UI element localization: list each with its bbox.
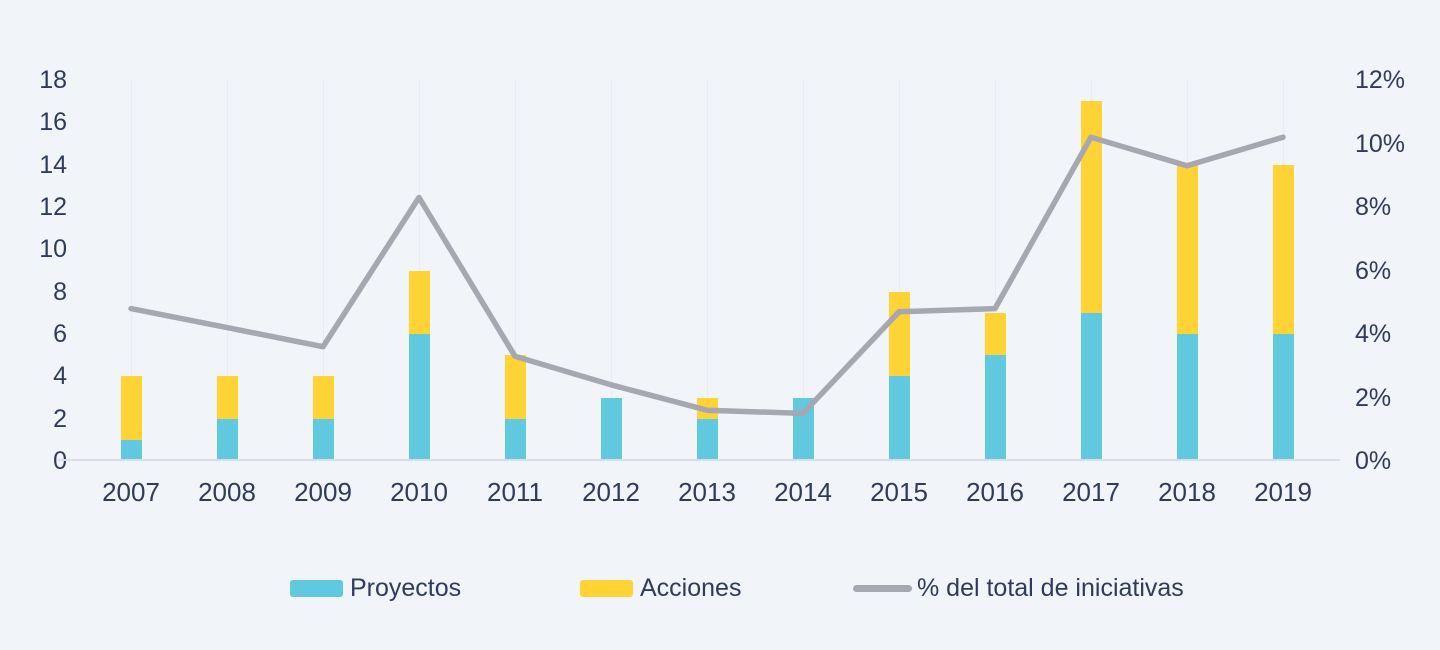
left-axis-tick-16: 16 — [39, 108, 67, 137]
x-axis-line — [58, 459, 1340, 461]
legend-label-proyectos: Proyectos — [350, 573, 462, 602]
left-axis-tick-8: 8 — [53, 277, 67, 306]
bar-proyectos-2013 — [696, 418, 718, 461]
x-axis-label-2016: 2016 — [966, 477, 1024, 507]
bar-acciones-2016 — [984, 312, 1006, 356]
bar-proyectos-2016 — [984, 355, 1006, 461]
category-gridline — [514, 80, 516, 461]
category-gridline — [994, 80, 996, 461]
right-axis-tick-8%: 8% — [1355, 193, 1392, 221]
left-axis-tick-0: 0 — [53, 447, 67, 475]
category-gridline — [322, 80, 324, 461]
bar-acciones-2008 — [216, 376, 238, 419]
left-axis-tick-6: 6 — [53, 320, 67, 348]
x-axis-label-2017: 2017 — [1062, 477, 1120, 507]
right-axis-tick-2%: 2% — [1355, 383, 1392, 412]
left-axis-tick-2: 2 — [53, 404, 67, 433]
bar-acciones-2011 — [504, 355, 526, 419]
bar-acciones-2009 — [312, 376, 334, 419]
bar-proyectos-2010 — [408, 334, 430, 461]
left-axis-tick-4: 4 — [53, 362, 67, 391]
bar-proyectos-2015 — [888, 376, 910, 461]
bar-acciones-2017 — [1080, 101, 1102, 313]
right-axis-tick-0%: 0% — [1355, 447, 1392, 475]
x-axis-label-2013: 2013 — [678, 477, 736, 507]
legend-label-acciones: Acciones — [640, 573, 742, 602]
bar-proyectos-2012 — [600, 397, 622, 461]
legend-item-pct-iniciativas[interactable]: % del total de iniciativas — [853, 570, 1184, 606]
x-axis-label-2014: 2014 — [774, 477, 832, 507]
proyectos-swatch — [290, 579, 343, 597]
category-gridline — [898, 80, 900, 461]
category-gridline — [226, 80, 228, 461]
left-axis-tick-10: 10 — [39, 235, 67, 264]
x-axis-label-2019: 2019 — [1254, 477, 1312, 507]
bar-proyectos-2007 — [120, 439, 142, 461]
bar-proyectos-2017 — [1080, 312, 1102, 461]
x-axis-label-2008: 2008 — [198, 477, 256, 507]
x-axis-label-2009: 2009 — [294, 477, 352, 507]
bar-acciones-2018 — [1176, 164, 1198, 334]
x-axis-label-2018: 2018 — [1158, 477, 1216, 507]
right-axis-tick-12%: 12% — [1355, 66, 1406, 94]
x-axis-label-2010: 2010 — [390, 477, 448, 507]
bar-acciones-2010 — [408, 270, 430, 334]
left-axis-tick-12: 12 — [39, 193, 67, 221]
category-gridline — [130, 80, 132, 461]
bar-acciones-2019 — [1272, 164, 1294, 334]
x-axis-label-2011: 2011 — [487, 477, 543, 507]
x-axis-label-2012: 2012 — [582, 477, 640, 507]
bar-proyectos-2009 — [312, 418, 334, 461]
legend-item-acciones[interactable]: Acciones — [580, 570, 741, 606]
x-axis-label-2015: 2015 — [870, 477, 928, 507]
category-gridline — [706, 80, 708, 461]
trend-line-swatch — [853, 584, 912, 592]
bar-proyectos-2008 — [216, 418, 238, 461]
bar-proyectos-2011 — [504, 418, 526, 461]
bar-proyectos-2018 — [1176, 334, 1198, 461]
legend-item-proyectos[interactable]: Proyectos — [290, 570, 461, 606]
legend-label-pct-iniciativas: % del total de iniciativas — [917, 573, 1184, 602]
category-gridline — [610, 80, 612, 461]
category-gridline — [802, 80, 804, 461]
x-axis-label-2007: 2007 — [102, 477, 160, 507]
left-axis-tick-18: 18 — [39, 66, 67, 94]
right-axis-tick-4%: 4% — [1355, 320, 1392, 348]
right-axis-tick-6%: 6% — [1355, 256, 1392, 285]
pct-iniciativas-line — [128, 134, 1286, 417]
left-axis-tick-14: 14 — [39, 150, 67, 179]
acciones-swatch — [580, 579, 633, 597]
bar-acciones-2007 — [120, 376, 142, 440]
right-axis-tick-10%: 10% — [1355, 129, 1406, 158]
bar-proyectos-2019 — [1272, 334, 1294, 461]
